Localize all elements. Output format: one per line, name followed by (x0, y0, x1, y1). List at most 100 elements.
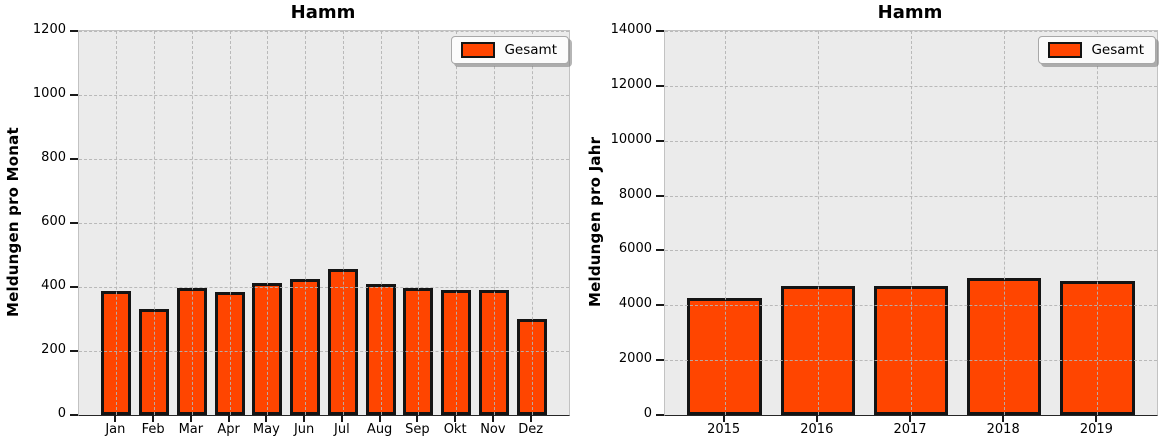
ytick-label-6000: 6000 (618, 241, 652, 257)
ytick-label-8000: 8000 (618, 186, 652, 202)
ytick-label-1000: 1000 (32, 86, 66, 101)
xtick-mark-Aug (378, 415, 381, 422)
legend-swatch-gesamt (1048, 42, 1083, 58)
xtick-label-Feb: Feb (141, 422, 165, 437)
xtick-label-Dez: Dez (518, 422, 544, 437)
gridline-v-2018 (1004, 31, 1006, 415)
xtick-label-Jan: Jan (105, 422, 126, 437)
ytick-label-10000: 10000 (610, 131, 652, 147)
bar-2019 (1060, 281, 1135, 415)
bar-Dez (516, 319, 547, 415)
gridline-v-Nov (493, 31, 495, 415)
xtick-label-2016: 2016 (800, 422, 834, 437)
ytick-mark-2000 (656, 359, 664, 362)
plot-area (664, 30, 1158, 416)
gridline-h-1200 (79, 31, 569, 32)
legend-label-gesamt: Gesamt (1091, 42, 1144, 58)
gridline-v-Okt (456, 31, 458, 415)
xtick-mark-2019 (1095, 415, 1098, 422)
xtick-label-2018: 2018 (986, 422, 1020, 437)
xtick-label-2019: 2019 (1079, 422, 1113, 437)
xtick-mark-Sep (416, 415, 419, 422)
gridline-h-600 (79, 223, 569, 224)
gridline-v-Feb (154, 31, 156, 415)
plot-area (78, 30, 570, 416)
xtick-label-Aug: Aug (366, 422, 393, 437)
xtick-mark-2018 (1002, 415, 1005, 422)
ytick-label-4000: 4000 (618, 296, 652, 312)
bar-Jul (327, 269, 358, 415)
xtick-label-Mar: Mar (178, 422, 204, 437)
ytick-label-2000: 2000 (618, 351, 652, 367)
gridline-h-1000 (79, 95, 569, 96)
chart-title: Hamm (877, 2, 943, 23)
chart-meldungen-pro-monat: Hamm Meldungen pro Monat Gesamt 0 200 400 6… (4, 2, 570, 437)
legend: Gesamt (451, 36, 569, 64)
legend-label-gesamt: Gesamt (504, 42, 557, 58)
gridline-v-2015 (724, 31, 726, 415)
legend-swatch-gesamt (461, 42, 496, 58)
ytick-label-1200: 1200 (32, 22, 66, 37)
gridline-v-Sep (418, 31, 420, 415)
ytick-mark-200 (70, 350, 78, 352)
xtick-label-Jun: Jun (293, 422, 315, 437)
ytick-mark-8000 (656, 194, 664, 197)
xtick-mark-Okt (454, 415, 457, 422)
xtick-mark-May (265, 415, 268, 422)
gridline-v-Jul (342, 31, 344, 415)
ytick-mark-6000 (656, 249, 664, 252)
xtick-mark-Jul (340, 415, 343, 422)
ytick-mark-600 (70, 222, 78, 224)
bar-Okt (441, 290, 472, 415)
ytick-mark-14000 (656, 30, 664, 32)
bar-Aug (365, 284, 396, 415)
xtick-mark-Jan (114, 415, 117, 422)
xtick-mark-Nov (491, 415, 494, 422)
gridline-v-Mar (191, 31, 193, 415)
ytick-label-200: 200 (41, 342, 66, 357)
gridline-v-2019 (1097, 31, 1099, 415)
xtick-mark-2015 (722, 415, 725, 422)
xtick-label-2017: 2017 (893, 422, 927, 437)
gridline-h-800 (79, 159, 569, 160)
xtick-mark-Feb (152, 415, 155, 422)
ytick-mark-12000 (656, 84, 664, 87)
gridline-v-Aug (380, 31, 382, 415)
xtick-mark-Apr (227, 415, 230, 422)
gridline-v-2016 (817, 31, 819, 415)
ytick-mark-0 (656, 414, 664, 416)
legend: Gesamt (1038, 36, 1156, 64)
ytick-label-600: 600 (41, 214, 66, 229)
xtick-mark-2016 (815, 415, 818, 422)
ytick-mark-1200 (70, 30, 78, 32)
ytick-label-14000: 14000 (610, 22, 652, 37)
ytick-label-800: 800 (41, 150, 66, 165)
gridline-v-2017 (911, 31, 912, 415)
ytick-mark-1000 (70, 94, 78, 96)
ytick-label-0: 0 (57, 406, 66, 421)
ytick-mark-800 (70, 158, 78, 160)
xtick-mark-Dez (529, 415, 532, 422)
xtick-label-Sep: Sep (405, 422, 430, 437)
xtick-label-Nov: Nov (480, 422, 506, 437)
xtick-label-Jul: Jul (334, 422, 350, 437)
chart-meldungen-pro-jahr: Hamm Meldungen pro Jahr Gesamt 0 2000 4000… (582, 0, 1164, 442)
ytick-mark-10000 (656, 139, 664, 142)
gridline-v-Apr (229, 31, 231, 415)
gridline-v-Jun (305, 31, 307, 415)
ytick-mark-4000 (656, 304, 664, 307)
ytick-mark-400 (70, 286, 78, 288)
xtick-mark-Jun (303, 415, 306, 422)
bar-2016 (780, 286, 856, 415)
ytick-label-0: 0 (643, 406, 652, 421)
chart-title: Hamm (290, 2, 356, 23)
bar-2017 (873, 286, 949, 415)
gridline-h-400 (79, 287, 569, 288)
gridline-v-May (267, 31, 269, 415)
xtick-label-Okt: Okt (443, 422, 467, 437)
gridline-v-Jan (116, 31, 118, 415)
gridline-h-200 (79, 351, 569, 352)
gridline-v-Dez (531, 31, 533, 415)
ytick-label-400: 400 (41, 278, 66, 293)
